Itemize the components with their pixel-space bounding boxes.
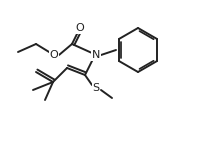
Text: O: O: [76, 23, 84, 33]
Text: S: S: [92, 83, 100, 93]
Text: N: N: [92, 50, 100, 60]
Text: O: O: [50, 50, 58, 60]
